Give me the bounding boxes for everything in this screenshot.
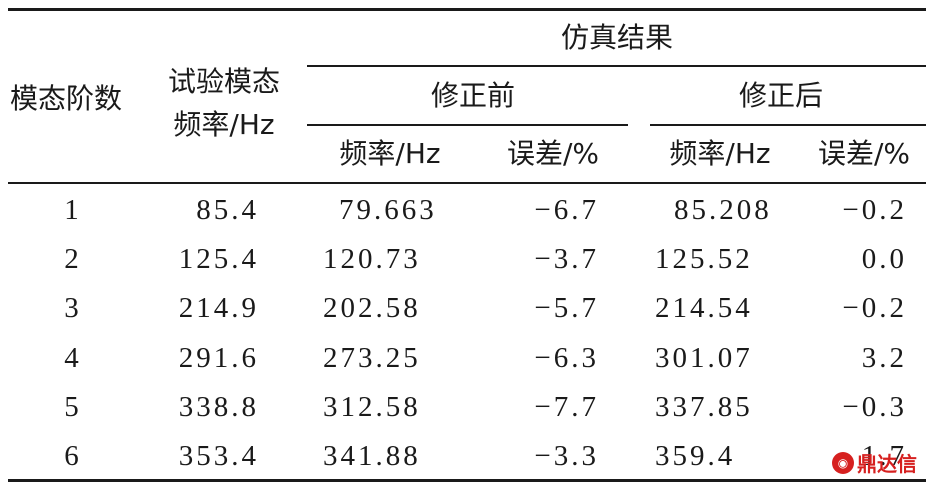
bottom-rule — [8, 479, 926, 482]
header-after: 修正后 — [738, 79, 824, 112]
cell-before-err: −7.7 — [534, 391, 599, 423]
cell-before-freq: 79.663 — [339, 194, 437, 226]
cell-before-err: −6.7 — [534, 194, 599, 226]
cell-after-err: 1.7 — [861, 440, 907, 472]
header-sim-results: 仿真结果 — [560, 21, 674, 54]
watermark-text: 鼎达信 — [857, 452, 917, 476]
cell-test-freq: 291.6 — [178, 342, 259, 374]
header-bottom-rule — [8, 182, 926, 184]
cell-after-freq: 359.4 — [655, 440, 736, 472]
header-test-freq-line2: 频率/Hz — [173, 108, 275, 141]
cell-before-err: −3.3 — [534, 440, 599, 472]
cell-after-err: −0.3 — [842, 391, 907, 423]
cell-order: 4 — [64, 342, 82, 374]
cell-order: 5 — [64, 391, 82, 423]
dingdaxin-logo-icon: ◉ — [832, 451, 854, 474]
cell-order: 3 — [64, 292, 82, 324]
header-before-freq: 频率/Hz — [339, 137, 441, 170]
cell-before-freq: 202.58 — [323, 292, 421, 324]
after-group-rule — [650, 124, 926, 126]
header-before: 修正前 — [430, 79, 516, 112]
cell-before-freq: 341.88 — [323, 440, 421, 472]
before-group-rule — [307, 124, 628, 126]
header-after-err: 误差/% — [817, 137, 911, 170]
cell-order: 1 — [64, 194, 82, 226]
header-after-freq: 频率/Hz — [669, 137, 771, 170]
cell-after-freq: 337.85 — [655, 391, 753, 423]
cell-test-freq: 214.9 — [178, 292, 259, 324]
header-test-freq-line1: 试验模态 — [167, 65, 281, 98]
cell-after-err: −0.2 — [842, 194, 907, 226]
header-mode-order: 模态阶数 — [10, 82, 123, 115]
cell-before-freq: 120.73 — [323, 243, 421, 275]
cell-before-err: −3.7 — [534, 243, 599, 275]
cell-test-freq: 125.4 — [178, 243, 259, 275]
cell-before-err: −6.3 — [534, 342, 599, 374]
sim-results-rule — [307, 65, 926, 67]
cell-test-freq: 85.4 — [196, 194, 259, 226]
cell-before-freq: 312.58 — [323, 391, 421, 423]
cell-after-freq: 125.52 — [655, 243, 753, 275]
cell-after-freq: 214.54 — [655, 292, 753, 324]
cell-after-freq: 301.07 — [655, 342, 753, 374]
watermark: ◉ 鼎达信 — [832, 448, 917, 477]
top-rule — [8, 8, 926, 11]
cell-test-freq: 338.8 — [178, 391, 259, 423]
cell-order: 2 — [64, 243, 82, 275]
header-before-err: 误差/% — [506, 137, 600, 170]
cell-before-err: −5.7 — [534, 292, 599, 324]
cell-order: 6 — [64, 440, 82, 472]
cell-after-err: 0.0 — [861, 243, 907, 275]
cell-before-freq: 273.25 — [323, 342, 421, 374]
cell-after-freq: 85.208 — [674, 194, 772, 226]
cell-after-err: −0.2 — [842, 292, 907, 324]
cell-test-freq: 353.4 — [178, 440, 259, 472]
cell-after-err: 3.2 — [861, 342, 907, 374]
